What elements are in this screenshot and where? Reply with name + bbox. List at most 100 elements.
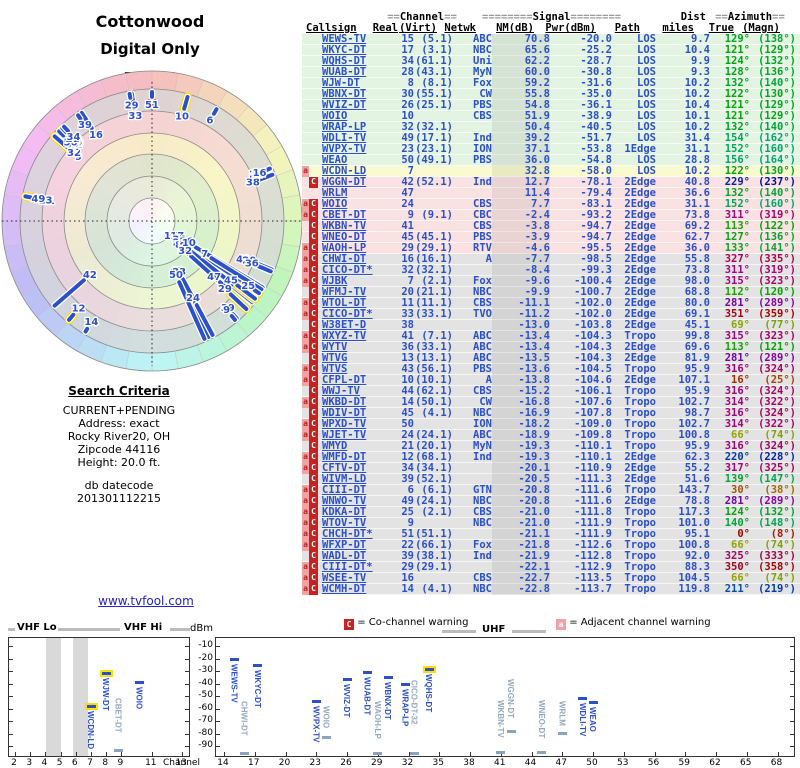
radar-station-outline <box>65 311 77 324</box>
power-cell: -93.2 <box>580 209 612 221</box>
radar-station-outline <box>51 133 76 156</box>
table-row: a C WTOV-TV 9 NBC -21.0 -111.9 Tropo 101.0 140° (1… <box>302 518 800 529</box>
radar-channel-label: 50 <box>169 270 183 281</box>
callsign-cell: CFPL-DT <box>322 375 367 386</box>
channel-tick <box>254 752 256 756</box>
noise-margin-cell: -19.3 <box>492 452 550 463</box>
co-channel-warning-marker: C <box>309 122 318 133</box>
channel-tick-number: 59 <box>678 758 690 768</box>
table-row: a C CFPL-DT 10 (10.1) A -13.8 -104.6 2Edge 107.1 1… <box>302 375 800 386</box>
true-azimuth-cell: 281° <box>724 297 750 309</box>
distance-cell: 119.8 <box>678 583 710 595</box>
channel-tick <box>224 752 225 756</box>
virtual-channel-cell: (29.1) <box>415 561 453 573</box>
distance-cell: 10.4 <box>684 99 710 111</box>
noise-margin-cell: -21.0 <box>492 507 550 518</box>
radar-hue-sector <box>36 220 153 337</box>
radar-station-outline <box>257 171 276 183</box>
radar-hue-sector <box>152 221 218 346</box>
true-azimuth-cell: 129° <box>724 33 750 45</box>
power-cell: -107.8 <box>574 407 612 419</box>
callsign-cell: WJBK <box>322 276 348 287</box>
radar-station-outline <box>55 128 69 141</box>
path-cell: 2Edge <box>624 297 656 309</box>
dbm-tick <box>790 721 794 722</box>
path-cell: 2Edge <box>624 242 656 254</box>
virtual-channel-cell: (34.1) <box>415 462 453 474</box>
radar-station-outline <box>59 124 74 140</box>
noise-margin-cell: -2.4 <box>492 210 550 221</box>
tvfool-link[interactable]: www.tvfool.com <box>98 594 194 608</box>
real-channel-cell: 49 <box>401 495 414 507</box>
radar-channel-label: 28 <box>173 238 187 249</box>
path-cell: Tropo <box>624 440 656 452</box>
channel-tick <box>151 752 153 756</box>
magnetic-azimuth-cell: (319°) <box>758 264 796 276</box>
power-cell: -100.4 <box>574 275 612 287</box>
callsign-cell: WMYD <box>322 441 348 452</box>
path-cell: 2Edge <box>624 176 656 188</box>
dbm-tick <box>216 683 220 685</box>
adjacent-warning-marker: a <box>302 573 309 584</box>
radar-station-marker <box>182 248 250 310</box>
radar-channel-label: 11 <box>41 196 55 207</box>
spectrum-callsign-label: CBET-DT <box>113 697 123 733</box>
vhf-spectrum-panel: WCDN-LD WJW-DT CBET-DT WOIO <box>8 637 190 757</box>
adjacent-warning-marker: a <box>302 529 309 540</box>
real-channel-cell: 6 <box>407 484 414 496</box>
true-azimuth-cell: 128° <box>724 66 750 78</box>
true-azimuth-cell: 66° <box>731 429 750 441</box>
co-channel-warning-marker: C <box>309 540 318 551</box>
table-row: a C WSEE-TV 16 CBS -22.7 -113.5 Tropo 104.5 66° (7… <box>302 573 800 584</box>
real-channel-cell: 7 <box>407 165 414 177</box>
network-cell: A <box>485 253 492 265</box>
real-channel-cell: 22 <box>401 539 414 551</box>
callsign-cell: WEAO <box>322 155 348 166</box>
callsign-cell: WVIZ-DT <box>322 100 367 111</box>
power-cell: -111.6 <box>574 484 612 496</box>
magnetic-azimuth-cell: (289°) <box>758 352 796 364</box>
spectrum-callsign-label: WEWS-TV <box>229 663 239 703</box>
radar-station-outline <box>260 165 274 175</box>
network-cell: Uni <box>473 55 492 67</box>
table-group-header: ==Channel== ========Signal======== Dist … <box>302 12 800 23</box>
network-cell: ABC <box>473 33 492 45</box>
callsign-cell: WTOV-TV <box>322 518 367 529</box>
table-row: a C CICO-DT* 33 (33.1) TVO -11.2 -102.0 2Edge 69.… <box>302 309 800 320</box>
channel-tick <box>500 752 502 756</box>
magnetic-azimuth-cell: (324°) <box>758 407 796 419</box>
magnetic-azimuth-cell: (323°) <box>758 275 796 287</box>
radar-station-halo <box>50 131 73 153</box>
distance-cell: 68.8 <box>684 286 710 298</box>
channel-tick-number: 17 <box>248 758 260 768</box>
radar-channel-label: 24 <box>186 293 200 304</box>
distance-cell: 31.1 <box>684 143 710 155</box>
radar-hue-sector <box>125 70 153 222</box>
channel-tick-number: 32 <box>401 758 414 768</box>
network-cell: NBC <box>473 44 492 56</box>
radar-channel-label: 17 <box>170 231 184 242</box>
magnetic-azimuth-cell: (322°) <box>758 418 796 430</box>
power-cell: -111.6 <box>574 495 612 507</box>
distance-cell: 73.8 <box>684 209 710 221</box>
channel-tick-number: 50 <box>586 758 598 768</box>
radar-station-outline <box>60 123 72 135</box>
real-channel-cell: 13 <box>401 352 414 364</box>
radar-hue-sector <box>21 124 153 222</box>
spectrum-bar-halo <box>99 670 113 677</box>
callsign-cell: CHCH-DT* <box>322 529 373 540</box>
noise-margin-cell: -22.7 <box>492 573 550 584</box>
noise-margin-cell: 59.2 <box>492 78 550 89</box>
dbm-tick <box>9 746 13 747</box>
path-cell: 2Edge <box>624 286 656 298</box>
radar-hue-sector <box>151 220 303 248</box>
channel-tick <box>75 752 77 756</box>
noise-margin-cell: 54.8 <box>492 100 550 111</box>
callsign-cell: WYTV <box>322 342 348 353</box>
real-channel-cell: 32 <box>401 264 414 276</box>
channel-tick-number: 4 <box>41 758 48 768</box>
radar-hue-sector <box>151 220 179 372</box>
